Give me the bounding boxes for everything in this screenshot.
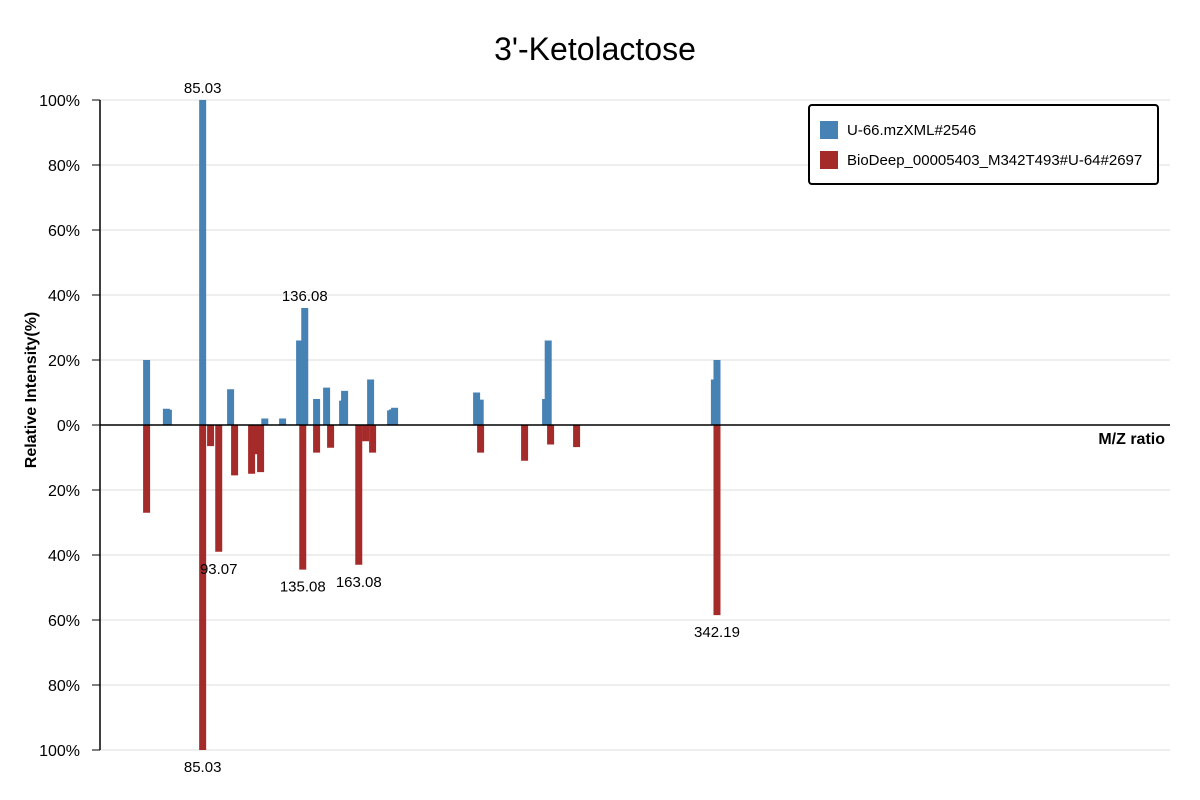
peak-label: 136.08 bbox=[282, 288, 328, 305]
peak-bar bbox=[473, 392, 481, 425]
peak-label: 163.08 bbox=[336, 574, 382, 591]
legend-swatch bbox=[820, 151, 838, 169]
peak-label: 342.19 bbox=[694, 624, 740, 641]
peak-bar bbox=[367, 379, 375, 425]
y-tick-label: 20% bbox=[48, 353, 80, 370]
peak-label: 93.07 bbox=[200, 561, 238, 578]
y-tick-label: 40% bbox=[48, 288, 80, 305]
peak-bar bbox=[544, 340, 552, 425]
peak-bar bbox=[362, 425, 370, 442]
legend-box bbox=[808, 104, 1159, 185]
peak-bar bbox=[323, 387, 331, 425]
peak-bar bbox=[215, 425, 223, 552]
peak-bar bbox=[227, 389, 235, 425]
peak-bar bbox=[261, 418, 269, 425]
legend-swatch bbox=[820, 121, 838, 139]
peak-bar bbox=[143, 360, 151, 425]
y-tick-label: 60% bbox=[48, 613, 80, 630]
y-axis-label: Relative Intensity(%) bbox=[23, 312, 40, 468]
peak-bar bbox=[164, 409, 172, 425]
grid-lines bbox=[100, 99, 1170, 751]
peak-label: 135.08 bbox=[280, 579, 326, 596]
peak-bar bbox=[199, 100, 207, 425]
y-tick-label: 100% bbox=[39, 743, 80, 760]
peak-label: 85.03 bbox=[184, 759, 222, 776]
peak-bar bbox=[369, 425, 377, 453]
peak-bar bbox=[477, 425, 485, 453]
legend: U-66.mzXML#2546 BioDeep_00005403_M342T49… bbox=[808, 104, 1159, 185]
peak-bar bbox=[279, 418, 287, 425]
chart-title: 3'-Ketolactose bbox=[494, 31, 696, 67]
peak-bar bbox=[713, 360, 721, 425]
peak-bar bbox=[573, 425, 581, 448]
peak-bar bbox=[296, 340, 304, 425]
y-tick-label: 60% bbox=[48, 223, 80, 240]
y-tick-label: 40% bbox=[48, 548, 80, 565]
peak-bar bbox=[207, 425, 215, 447]
legend-entry: BioDeep_00005403_M342T493#U-64#2697 bbox=[847, 152, 1142, 169]
peak-bar bbox=[327, 425, 335, 448]
peak-bar bbox=[713, 425, 721, 616]
peak-bar bbox=[299, 425, 307, 570]
peak-bar bbox=[341, 390, 349, 425]
peak-bar bbox=[143, 425, 151, 513]
peak-bar bbox=[547, 425, 555, 445]
peak-labels: 85.03 136.08 85.03 93.07 135.08 163.08 342.19 bbox=[184, 80, 740, 776]
bars bbox=[143, 100, 721, 750]
peak-label: 85.03 bbox=[184, 80, 222, 97]
peak-bar bbox=[313, 425, 321, 453]
peak-bar bbox=[257, 425, 265, 473]
peak-bar bbox=[199, 425, 207, 750]
y-tick-label: 80% bbox=[48, 678, 80, 695]
peak-bar bbox=[248, 425, 256, 474]
peak-bar bbox=[521, 425, 529, 461]
axes bbox=[99, 100, 1170, 750]
y-tick-label: 20% bbox=[48, 483, 80, 500]
peak-bar bbox=[391, 407, 399, 425]
peak-bar bbox=[231, 425, 239, 476]
y-tick-label: 80% bbox=[48, 158, 80, 175]
peak-bar bbox=[355, 425, 363, 565]
peak-bar bbox=[301, 308, 309, 425]
y-tick-label: 100% bbox=[39, 93, 80, 110]
x-axis-label: M/Z ratio bbox=[1098, 431, 1165, 448]
y-axis-ticks: 100% 80% 60% 40% 20% 0% 20% 40% 60% 80% 100% bbox=[39, 93, 100, 760]
y-tick-label: 0% bbox=[57, 418, 80, 435]
peak-bar bbox=[476, 399, 484, 425]
peak-bar bbox=[313, 399, 321, 425]
legend-entry: U-66.mzXML#2546 bbox=[847, 122, 976, 139]
